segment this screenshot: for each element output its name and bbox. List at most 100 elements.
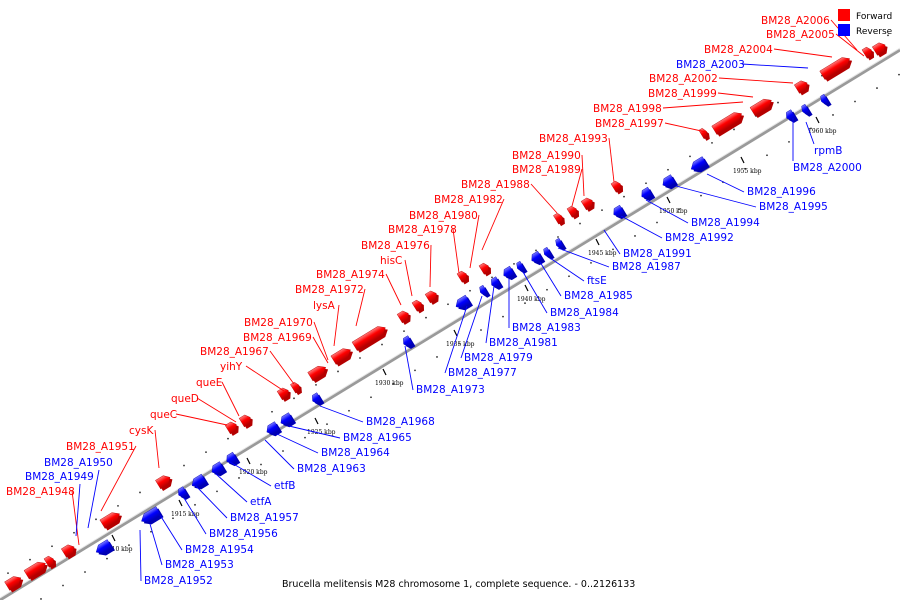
gene-label-rpmb[interactable]: rpmB	[814, 145, 842, 157]
reverse-gene[interactable]	[819, 93, 832, 109]
forward-gene[interactable]	[411, 298, 426, 314]
gene-label-bm28-a1954[interactable]: BM28_A1954	[185, 544, 254, 556]
forward-gene[interactable]	[330, 345, 356, 367]
forward-gene[interactable]	[553, 211, 567, 227]
forward-gene[interactable]	[610, 179, 625, 195]
reverse-gene[interactable]	[478, 284, 491, 300]
gene-label-bm28-a1996[interactable]: BM28_A1996	[747, 186, 816, 198]
gene-label-bm28-a2005[interactable]: BM28_A2005	[766, 29, 835, 41]
reverse-gene[interactable]	[401, 335, 416, 351]
reverse-gene[interactable]	[515, 260, 528, 276]
gene-label-bm28-a1998[interactable]: BM28_A1998	[593, 103, 662, 115]
reverse-gene[interactable]	[278, 412, 297, 430]
forward-gene[interactable]	[351, 323, 390, 353]
reverse-gene[interactable]	[554, 237, 567, 253]
gene-label-bm28-a1992[interactable]: BM28_A1992	[665, 232, 734, 244]
gene-label-ftse[interactable]: ftsE	[587, 275, 607, 287]
reverse-gene[interactable]	[639, 186, 656, 204]
gene-label-cysk[interactable]: cysK	[129, 425, 154, 437]
forward-gene[interactable]	[711, 109, 747, 137]
forward-gene[interactable]	[478, 261, 493, 277]
gene-label-bm28-a2003[interactable]: BM28_A2003	[676, 59, 745, 71]
forward-gene[interactable]	[224, 420, 241, 437]
gene-label-bm28-a1965[interactable]: BM28_A1965	[343, 432, 412, 444]
gene-label-yihy[interactable]: yihY	[220, 361, 243, 373]
forward-gene[interactable]	[307, 363, 331, 384]
forward-gene[interactable]	[749, 95, 776, 119]
forward-gene[interactable]	[819, 54, 855, 82]
gene-label-bm28-a1956[interactable]: BM28_A1956	[209, 528, 278, 540]
gene-label-qued[interactable]: queD	[171, 393, 199, 405]
forward-gene[interactable]	[43, 554, 58, 570]
reverse-gene[interactable]	[689, 156, 710, 176]
reverse-gene[interactable]	[94, 539, 115, 559]
forward-gene[interactable]	[793, 78, 812, 96]
forward-gene[interactable]	[99, 509, 125, 531]
gene-label-hisc[interactable]: hisC	[380, 255, 402, 267]
gene-label-bm28-a1989[interactable]: BM28_A1989	[512, 164, 581, 176]
gene-label-bm28-a1982[interactable]: BM28_A1982	[434, 194, 503, 206]
reverse-gene[interactable]	[784, 109, 799, 125]
forward-gene[interactable]	[60, 542, 79, 560]
gene-label-bm28-a1995[interactable]: BM28_A1995	[759, 201, 828, 213]
gene-label-bm28-a1977[interactable]: BM28_A1977	[448, 367, 517, 379]
gene-label-bm28-a1991[interactable]: BM28_A1991	[623, 248, 692, 260]
gene-label-bm28-a1988[interactable]: BM28_A1988	[461, 179, 530, 191]
gene-label-bm28-a1983[interactable]: BM28_A1983	[512, 322, 581, 334]
forward-gene[interactable]	[698, 127, 712, 142]
forward-gene[interactable]	[276, 386, 293, 403]
gene-label-bm28-a1953[interactable]: BM28_A1953	[165, 559, 234, 571]
gene-label-quec[interactable]: queC	[150, 409, 177, 421]
gene-label-bm28-a1985[interactable]: BM28_A1985	[564, 290, 633, 302]
gene-label-bm28-a1981[interactable]: BM28_A1981	[489, 337, 558, 349]
reverse-gene[interactable]	[209, 461, 228, 479]
forward-gene[interactable]	[23, 558, 50, 582]
gene-label-bm28-a1984[interactable]: BM28_A1984	[550, 307, 619, 319]
gene-label-bm28-a2004[interactable]: BM28_A2004	[704, 44, 773, 56]
forward-gene[interactable]	[456, 269, 471, 285]
gene-label-bm28-a2002[interactable]: BM28_A2002	[649, 73, 718, 85]
gene-label-bm28-a1976[interactable]: BM28_A1976	[361, 240, 430, 252]
gene-label-bm28-a1963[interactable]: BM28_A1963	[297, 463, 366, 475]
gene-label-bm28-a1950[interactable]: BM28_A1950	[44, 457, 113, 469]
reverse-gene[interactable]	[176, 486, 191, 502]
gene-label-bm28-a1979[interactable]: BM28_A1979	[464, 352, 533, 364]
reverse-gene[interactable]	[800, 103, 813, 119]
forward-gene[interactable]	[580, 196, 597, 213]
gene-label-bm28-a1987[interactable]: BM28_A1987	[612, 261, 681, 273]
gene-label-bm28-a2006[interactable]: BM28_A2006	[761, 15, 830, 27]
reverse-gene[interactable]	[189, 473, 209, 493]
reverse-gene[interactable]	[453, 294, 473, 314]
gene-label-bm28-a1969[interactable]: BM28_A1969	[243, 332, 312, 344]
gene-label-etfa[interactable]: etfA	[250, 496, 272, 508]
gene-label-bm28-a2000[interactable]: BM28_A2000	[793, 162, 862, 174]
forward-gene[interactable]	[861, 45, 876, 61]
gene-label-bm28-a1948[interactable]: BM28_A1948	[6, 486, 75, 498]
gene-label-bm28-a1993[interactable]: BM28_A1993	[539, 133, 608, 145]
gene-label-bm28-a1999[interactable]: BM28_A1999	[648, 88, 717, 100]
reverse-gene[interactable]	[501, 265, 518, 283]
forward-gene[interactable]	[566, 204, 581, 220]
reverse-gene[interactable]	[660, 174, 679, 192]
reverse-gene[interactable]	[529, 250, 546, 268]
gene-label-bm28-a1952[interactable]: BM28_A1952	[144, 575, 213, 587]
forward-gene[interactable]	[238, 413, 255, 430]
forward-gene[interactable]	[871, 40, 890, 58]
gene-label-bm28-a1968[interactable]: BM28_A1968	[366, 416, 435, 428]
gene-label-lysa[interactable]: lysA	[313, 300, 336, 312]
gene-label-etfb[interactable]: etfB	[274, 480, 295, 492]
gene-label-bm28-a1951[interactable]: BM28_A1951	[66, 441, 135, 453]
reverse-gene[interactable]	[310, 392, 325, 408]
reverse-gene[interactable]	[489, 276, 504, 292]
gene-label-bm28-a1972[interactable]: BM28_A1972	[295, 284, 364, 296]
forward-gene[interactable]	[396, 309, 413, 326]
gene-label-bm28-a1949[interactable]: BM28_A1949	[25, 471, 94, 483]
gene-label-bm28-a1957[interactable]: BM28_A1957	[230, 512, 299, 524]
gene-label-bm28-a1980[interactable]: BM28_A1980	[409, 210, 478, 222]
forward-gene[interactable]	[290, 380, 304, 396]
reverse-gene[interactable]	[611, 204, 628, 222]
gene-label-bm28-a1974[interactable]: BM28_A1974	[316, 269, 385, 281]
gene-label-bm28-a1970[interactable]: BM28_A1970	[244, 317, 313, 329]
forward-gene[interactable]	[155, 473, 175, 492]
gene-label-bm28-a1964[interactable]: BM28_A1964	[321, 447, 390, 459]
